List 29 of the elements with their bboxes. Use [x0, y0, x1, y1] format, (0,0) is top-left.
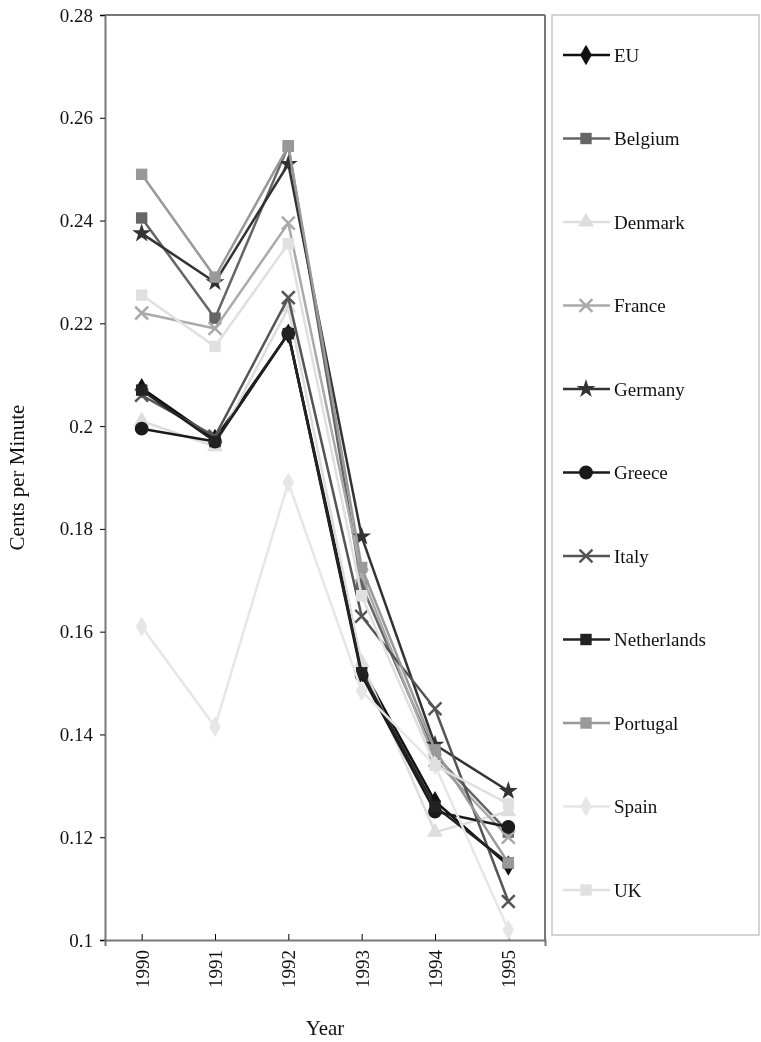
- x-tick-label: 1994: [425, 949, 447, 988]
- y-tick-label: 0.18: [59, 518, 93, 540]
- legend-label: EU: [614, 44, 640, 66]
- x-tick-label: 1993: [351, 950, 373, 988]
- y-tick-label: 0.2: [69, 415, 93, 437]
- x-tick-label: 1991: [205, 950, 227, 988]
- legend-label: Spain: [614, 796, 658, 818]
- legend-label: UK: [614, 879, 642, 901]
- y-tick-label: 0.26: [59, 107, 93, 129]
- x-axis-title: Year: [305, 1016, 345, 1040]
- y-axis-title: Cents per Minute: [5, 404, 29, 551]
- y-tick-label: 0.12: [59, 826, 93, 848]
- x-tick-label: 1990: [131, 950, 153, 988]
- y-tick-label: 0.22: [59, 312, 93, 334]
- y-tick-label: 0.1: [69, 929, 93, 951]
- legend-label: Portugal: [614, 712, 679, 734]
- legend-label: Greece: [614, 462, 668, 484]
- y-tick-label: 0.24: [59, 210, 94, 232]
- y-tick-label: 0.14: [59, 724, 94, 746]
- legend-label: Netherlands: [614, 629, 706, 651]
- x-tick-label: 1992: [278, 950, 300, 988]
- legend-label: Denmark: [614, 211, 686, 233]
- legend-label: France: [614, 295, 666, 317]
- legend-label: Belgium: [614, 128, 680, 150]
- legend-label: Italy: [614, 545, 650, 567]
- x-tick-label: 1995: [498, 950, 520, 988]
- legend-label: Germany: [614, 378, 686, 400]
- y-tick-label: 0.28: [59, 4, 93, 26]
- y-tick-label: 0.16: [59, 621, 93, 643]
